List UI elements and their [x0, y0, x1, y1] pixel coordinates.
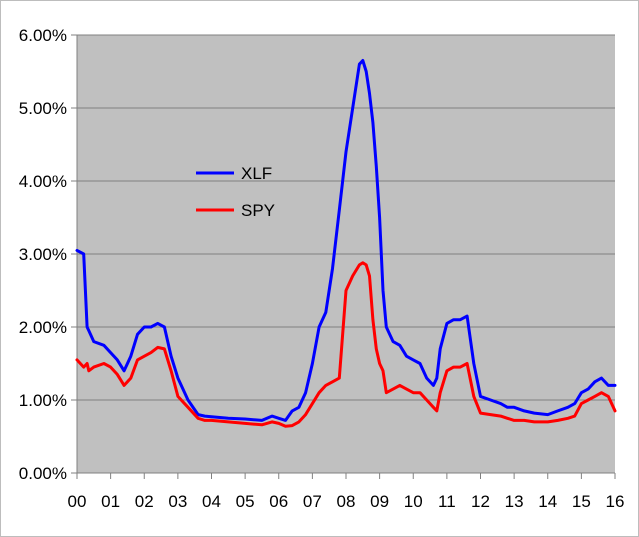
x-tick-label: 15: [572, 492, 591, 511]
x-tick-label: 11: [438, 492, 456, 511]
series-line-spy: [75, 261, 617, 428]
series-line-xlf: [75, 59, 617, 422]
y-tick-label: 6.00%: [19, 26, 67, 45]
x-axis-ticks: 00 01 02 03 04 05 06 07 08 09 10 11 12 13 14 15 16: [68, 473, 625, 511]
y-tick-label: 3.00%: [19, 245, 67, 264]
gridlines: [77, 34, 615, 401]
x-tick-label: 08: [337, 492, 356, 511]
x-tick-label: 03: [168, 492, 187, 511]
x-tick-label: 05: [236, 492, 255, 511]
y-axis-ticks: 0.00% 1.00% 2.00% 3.00% 4.00% 5.00% 6.00%: [19, 26, 77, 483]
y-tick-label: 2.00%: [19, 318, 67, 337]
x-tick-label: 09: [370, 492, 389, 511]
x-tick-label: 02: [135, 492, 154, 511]
legend: XLF SPY: [196, 164, 275, 220]
x-tick-label: 04: [202, 492, 221, 511]
x-tick-label: 01: [101, 492, 120, 511]
series-layer: [75, 59, 617, 428]
x-tick-label: 13: [505, 492, 524, 511]
x-tick-label: 00: [68, 492, 87, 511]
x-tick-label: 14: [538, 492, 557, 511]
y-tick-label: 5.00%: [19, 99, 67, 118]
x-tick-label: 06: [269, 492, 288, 511]
x-tick-label: 10: [404, 492, 423, 511]
x-tick-label: 12: [471, 492, 490, 511]
x-tick-label: 07: [303, 492, 322, 511]
y-tick-label: 0.00%: [19, 464, 67, 483]
y-tick-label: 4.00%: [19, 172, 67, 191]
legend-label-spy: SPY: [241, 201, 275, 220]
x-tick-label: 16: [606, 492, 625, 511]
legend-label-xlf: XLF: [241, 164, 272, 183]
y-tick-label: 1.00%: [19, 391, 67, 410]
